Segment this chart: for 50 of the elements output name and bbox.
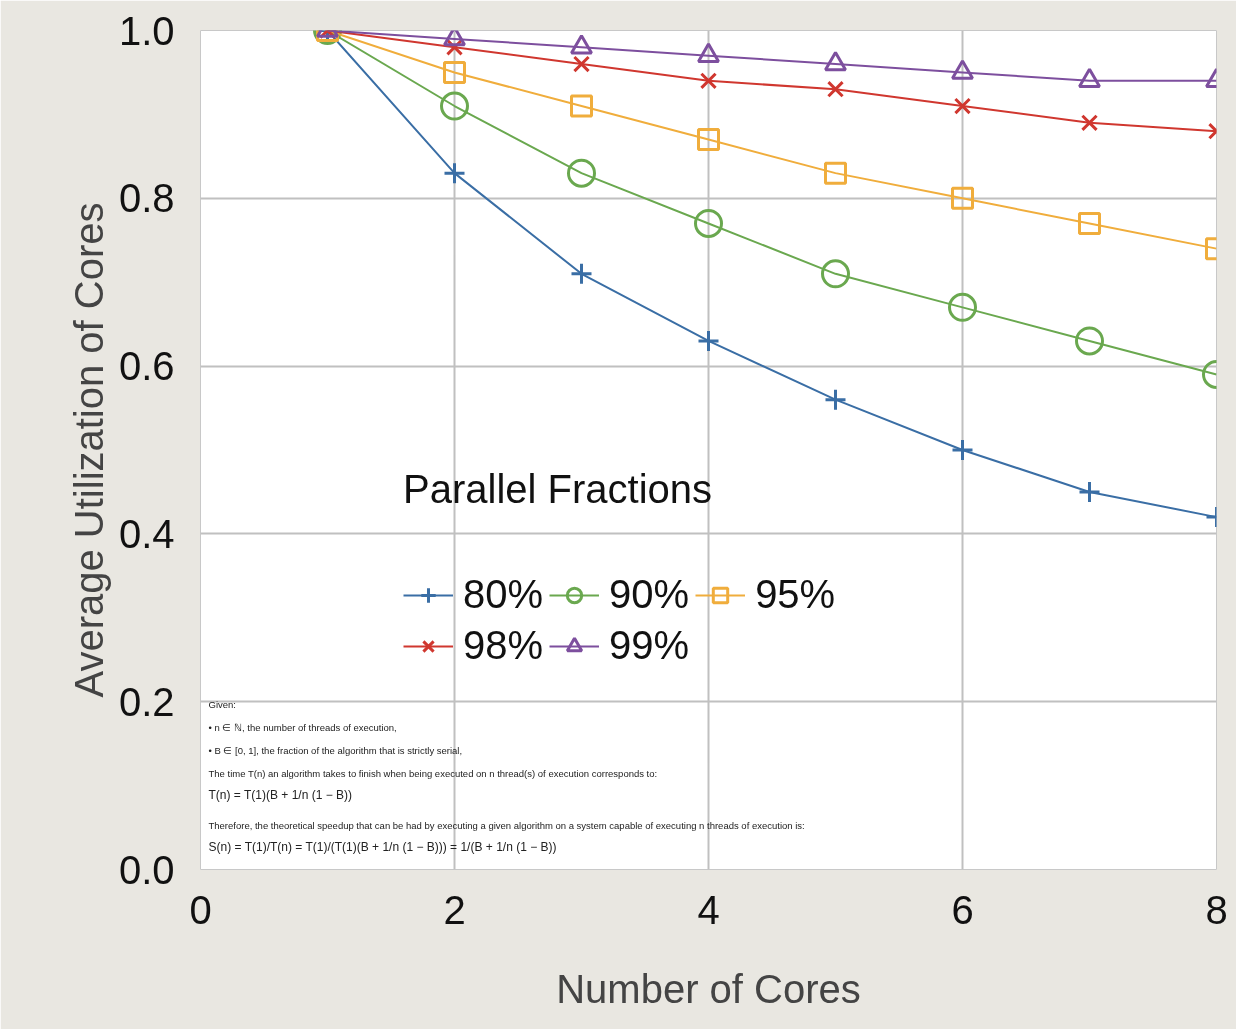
point (697, 329, 720, 353)
point (570, 262, 593, 286)
x-tick-label: 6 (951, 887, 974, 932)
point (824, 161, 847, 185)
point (826, 80, 845, 98)
y-tick-label: 0.6 (118, 344, 175, 389)
legend-label: 99% (609, 623, 690, 668)
legend-label: 95% (755, 572, 836, 617)
point (443, 161, 466, 185)
point (948, 292, 977, 322)
point (443, 60, 466, 84)
x-tick-label: 4 (697, 887, 720, 932)
legend-label: 98% (463, 623, 544, 668)
legend-label: 80% (463, 572, 544, 617)
point (1078, 211, 1101, 235)
point (1080, 114, 1099, 132)
point (694, 209, 723, 238)
point (567, 158, 596, 188)
point (440, 91, 469, 121)
legend-label: 90% (609, 572, 690, 617)
x-tick-label: 2 (443, 887, 466, 932)
x-axis-title: Number of Cores (556, 966, 861, 1011)
point (1075, 326, 1104, 356)
annotation: The time T(n) an algorithm takes to finish when being executed on n thread(s) of execution corresponds to: (208, 767, 658, 779)
y-tick-label: 0.8 (118, 176, 175, 221)
x-tick-label: 0 (189, 887, 212, 932)
y-tick-label: 0.2 (118, 679, 175, 724)
point (572, 55, 591, 73)
y-axis-title: Average Utilization of Cores (66, 202, 111, 698)
x-tick-label: 8 (1205, 887, 1228, 932)
point (697, 128, 720, 152)
annotation: • n ∈ ℕ, the number of threads of execution, (208, 721, 397, 733)
point (951, 186, 974, 210)
y-tick-label: 0.4 (118, 511, 175, 556)
annotation: Therefore, the theoretical speedup that can be had by executing a given algorithm on a system capable of executing n threads of execution is: (208, 819, 805, 831)
point (1078, 480, 1101, 504)
point (953, 97, 972, 115)
point (824, 388, 847, 412)
annotation: S(n) = T(1)/T(n) = T(1)/(T(1)(B + 1/n (1 − B))) = 1/(B + 1/n (1 − B)) (208, 839, 557, 854)
annotation: T(n) = T(1)(B + 1/n (1 − B)) (208, 787, 352, 802)
y-tick-label: 1.0 (118, 8, 175, 53)
point (699, 72, 718, 90)
point (570, 94, 593, 118)
y-tick-label: 0.0 (118, 847, 175, 892)
annotation: • B ∈ [0, 1], the fraction of the algorithm that is strictly serial, (208, 744, 463, 756)
point (821, 259, 850, 289)
annotation: Given: (208, 698, 236, 710)
point (951, 438, 974, 462)
point (443, 30, 466, 47)
legend-title: Parallel Fractions (403, 467, 713, 512)
